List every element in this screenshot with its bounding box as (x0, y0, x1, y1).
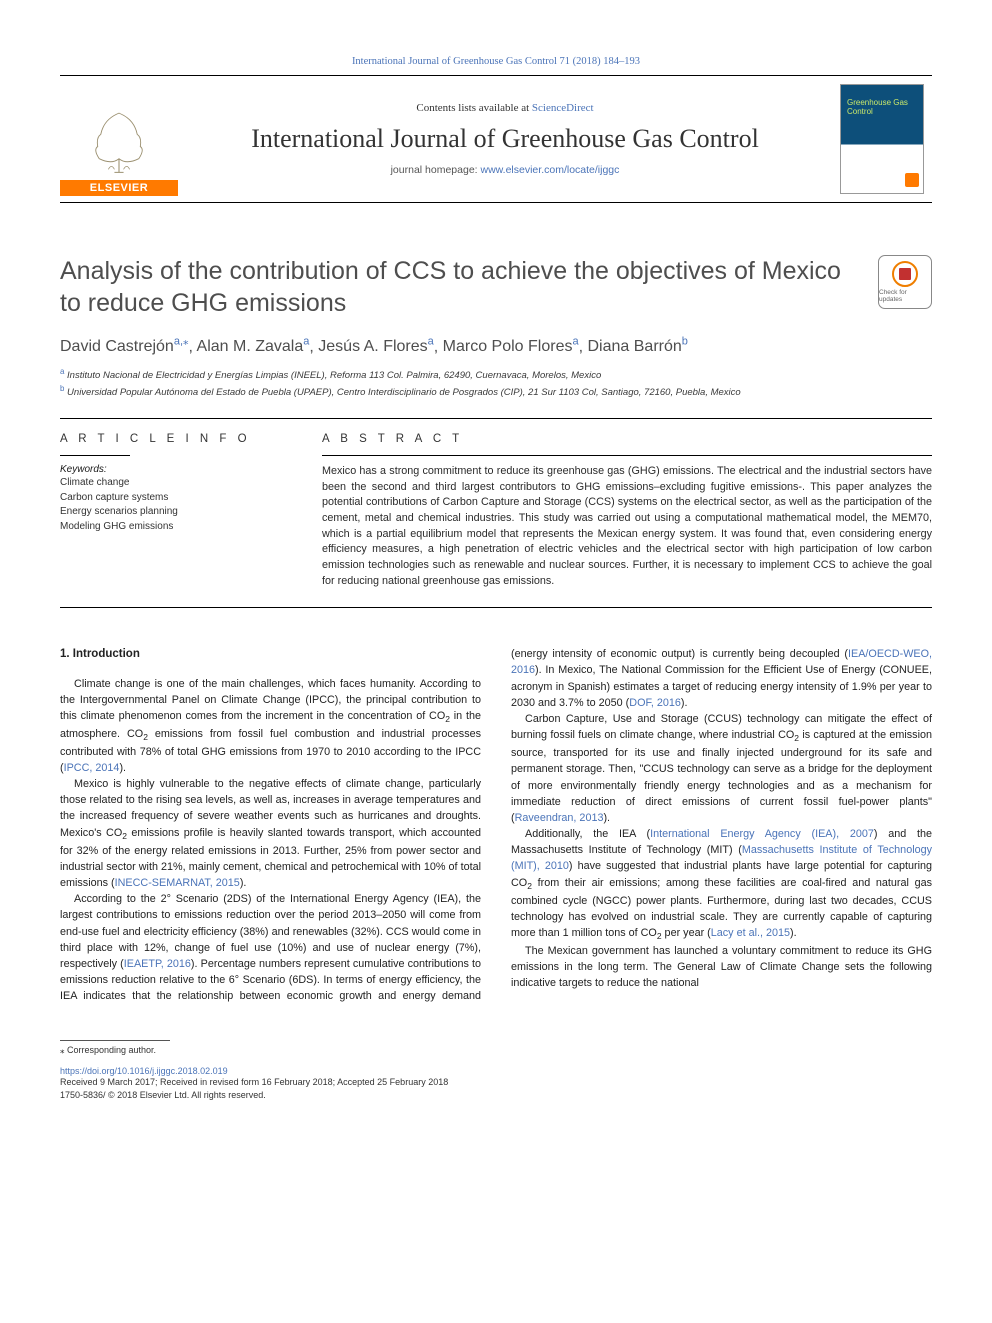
citation-link[interactable]: INECC-SEMARNAT, 2015 (115, 877, 240, 889)
sciencedirect-link[interactable]: ScienceDirect (532, 102, 594, 114)
keywords-head: Keywords: (60, 464, 286, 475)
contents-prefix: Contents lists available at (416, 102, 531, 114)
publisher-label: ELSEVIER (60, 180, 178, 196)
updates-circle-icon (892, 261, 918, 287)
keyword: Energy scenarios planning (60, 505, 286, 520)
citation-link[interactable]: International Energy Agency (IEA), 2007 (650, 828, 874, 840)
citation-link[interactable]: DOF, 2016 (629, 697, 681, 709)
footnote-rule (60, 1040, 170, 1041)
article-info: A R T I C L E I N F O Keywords: Climate … (60, 433, 286, 589)
running-head: International Journal of Greenhouse Gas … (60, 56, 932, 67)
rule (60, 607, 932, 608)
updates-label: Check for updates (879, 289, 931, 303)
rule (60, 455, 130, 456)
affiliations: a Instituto Nacional de Electricidad y E… (60, 366, 932, 400)
abstract-text: Mexico has a strong commitment to reduce… (322, 464, 932, 589)
article-history: Received 9 March 2017; Received in revis… (60, 1076, 932, 1089)
footer: ⁎ Corresponding author. https://doi.org/… (60, 1040, 932, 1101)
contents-line: Contents lists available at ScienceDirec… (178, 102, 832, 114)
paragraph: Climate change is one of the main challe… (60, 676, 481, 777)
author: Jesús A. Floresa (318, 338, 434, 355)
article-info-head: A R T I C L E I N F O (60, 433, 286, 445)
paragraph: Mexico is highly vulnerable to the negat… (60, 776, 481, 891)
homepage-link[interactable]: www.elsevier.com/locate/ijggc (481, 164, 620, 176)
paragraph: Additionally, the IEA (International Ene… (511, 826, 932, 943)
abstract-head: A B S T R A C T (322, 433, 932, 445)
publisher-logo: ELSEVIER (60, 76, 178, 202)
article-title: Analysis of the contribution of CCS to a… (60, 255, 864, 319)
homepage-line: journal homepage: www.elsevier.com/locat… (178, 164, 832, 176)
paragraph: Carbon Capture, Use and Storage (CCUS) t… (511, 711, 932, 826)
keyword: Climate change (60, 476, 286, 491)
journal-name: International Journal of Greenhouse Gas … (178, 124, 832, 154)
doi-link[interactable]: https://doi.org/10.1016/j.ijggc.2018.02.… (60, 1066, 228, 1076)
keyword: Modeling GHG emissions (60, 520, 286, 535)
keyword: Carbon capture systems (60, 491, 286, 506)
doi-line: https://doi.org/10.1016/j.ijggc.2018.02.… (60, 1066, 932, 1076)
journal-cover: Greenhouse Gas Control (832, 76, 932, 202)
citation-link[interactable]: Lacy et al., 2015 (711, 927, 790, 939)
author: Alan M. Zavalaa (197, 338, 310, 355)
cover-badge-icon (905, 173, 919, 187)
author: David Castrejóna,⁎ (60, 338, 189, 355)
check-updates-badge[interactable]: Check for updates (878, 255, 932, 309)
citation-link[interactable]: Raveendran, 2013 (515, 812, 604, 824)
cover-title: Greenhouse Gas Control (847, 99, 917, 117)
section-heading: 1. Introduction (60, 646, 481, 663)
elsevier-tree-icon (81, 104, 157, 180)
author-list: David Castrejóna,⁎, Alan M. Zavalaa, Jes… (60, 335, 932, 356)
body-columns: 1. Introduction Climate change is one of… (60, 646, 932, 1004)
citation-link[interactable]: IEAETP, 2016 (124, 958, 191, 970)
rule (60, 418, 932, 419)
cover-thumbnail: Greenhouse Gas Control (840, 84, 924, 194)
homepage-prefix: journal homepage: (391, 164, 481, 176)
author: Marco Polo Floresa (443, 338, 579, 355)
updates-mark-icon (899, 268, 911, 280)
copyright: 1750-5836/ © 2018 Elsevier Ltd. All righ… (60, 1089, 932, 1102)
author: Diana Barrónb (588, 338, 688, 355)
affiliation-a: a Instituto Nacional de Electricidad y E… (60, 366, 932, 383)
masthead-center: Contents lists available at ScienceDirec… (178, 76, 832, 202)
corresponding-note: ⁎ Corresponding author. (60, 1045, 932, 1056)
citation-link[interactable]: IPCC, 2014 (64, 762, 120, 774)
abstract: A B S T R A C T Mexico has a strong comm… (322, 433, 932, 589)
rule (322, 455, 932, 456)
paragraph: The Mexican government has launched a vo… (511, 943, 932, 992)
masthead: ELSEVIER Contents lists available at Sci… (60, 75, 932, 203)
affiliation-b: b Universidad Popular Autónoma del Estad… (60, 383, 932, 400)
keywords-list: Climate change Carbon capture systems En… (60, 476, 286, 534)
